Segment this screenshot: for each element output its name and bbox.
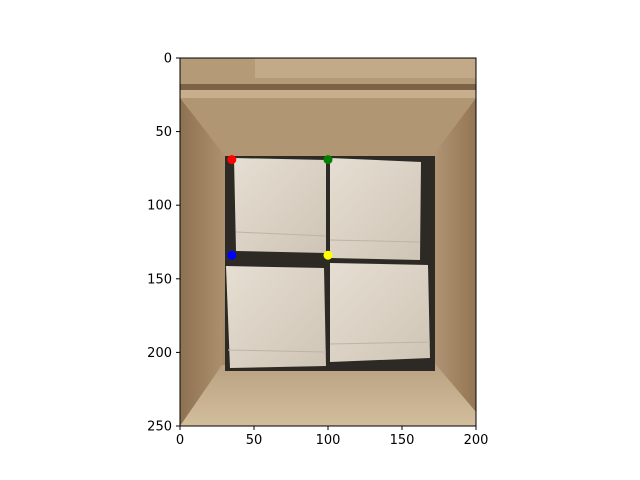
data-point (227, 155, 237, 165)
x-axis: 0 50 100 150 200 (176, 426, 489, 448)
y-tick-label: 150 (147, 272, 172, 287)
photo-image (180, 58, 476, 426)
x-tick-label: 50 (246, 433, 263, 448)
data-point (227, 250, 237, 260)
scatter-points (227, 155, 333, 260)
y-tick-label: 100 (147, 199, 172, 214)
y-tick-label: 200 (147, 346, 172, 361)
data-point (323, 155, 333, 165)
data-point (323, 250, 333, 260)
x-tick-label: 100 (316, 433, 341, 448)
y-tick-label: 250 (147, 420, 172, 435)
x-tick-label: 0 (176, 433, 184, 448)
x-tick-label: 150 (390, 433, 415, 448)
x-tick-label: 200 (464, 433, 489, 448)
y-tick-label: 0 (164, 52, 172, 67)
y-axis: 0 50 100 150 200 250 (147, 52, 180, 435)
y-tick-label: 50 (155, 125, 172, 140)
